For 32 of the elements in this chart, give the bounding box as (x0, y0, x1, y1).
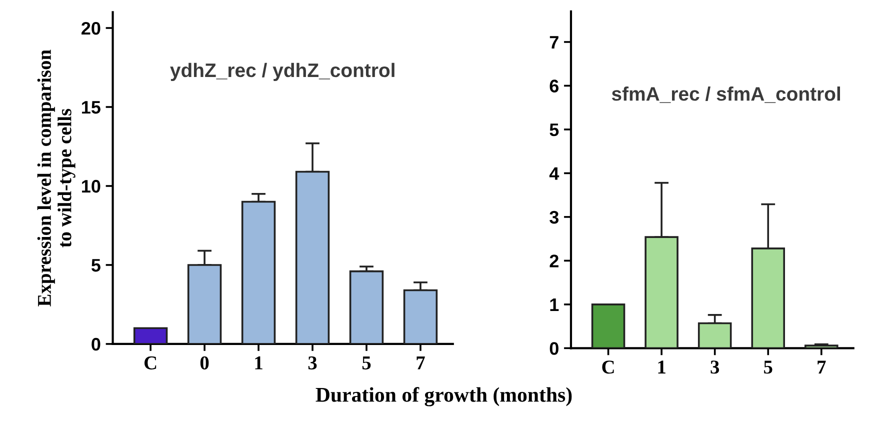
y-tick-label: 7 (550, 36, 558, 49)
bar (804, 344, 838, 348)
y-tick-label: 15 (82, 101, 100, 114)
x-tick-label: 7 (818, 360, 826, 374)
y-tick-label: 1 (550, 298, 559, 311)
y-tick-label: 20 (82, 22, 100, 35)
y-tick-label: 5 (550, 124, 559, 136)
x-axis-title: Duration of growth (months) (316, 386, 572, 406)
x-tick-label: 1 (658, 360, 666, 374)
y-tick-label: 6 (550, 80, 559, 92)
y-tick-label: 3 (550, 210, 559, 224)
y-axis-title: Expression level in comparison to wild-type cells (37, 50, 76, 306)
annotation: ydhZ_rec / ydhZ_control (170, 62, 394, 81)
bar (349, 270, 384, 344)
bar (133, 327, 168, 344)
y-tick-label: 0 (550, 342, 558, 355)
y-tick-label: 5 (91, 259, 100, 272)
y-tick-label: 0 (92, 338, 100, 351)
x-tick-label: 3 (308, 356, 317, 370)
x-tick-label: 0 (200, 356, 209, 370)
x-tick-label: 7 (416, 356, 425, 370)
x-tick-label: 1 (255, 356, 262, 370)
x-tick-label: 5 (362, 356, 371, 370)
x-tick-label: 3 (710, 360, 720, 374)
x-tick-label: C (602, 360, 614, 374)
x-tick-label: 5 (764, 360, 772, 374)
x-tick-label: C (144, 356, 156, 370)
annotation: sfmA_rec / sfmA_control (612, 86, 840, 103)
y-tick-label: 4 (549, 167, 560, 180)
y-tick-label: 2 (550, 254, 558, 268)
bar (591, 304, 626, 348)
y-tick-label: 10 (82, 180, 100, 193)
